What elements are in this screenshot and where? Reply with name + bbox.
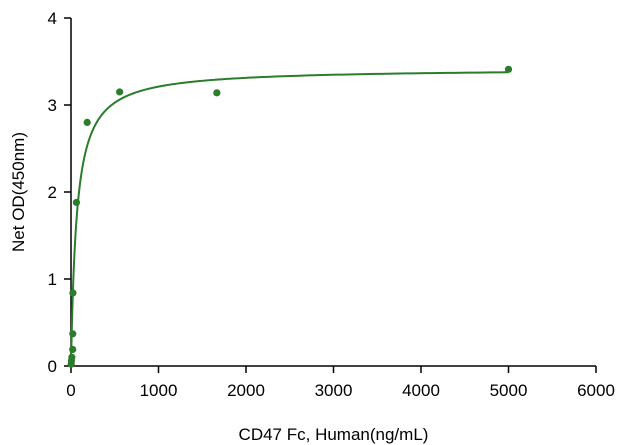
x-tick-label: 4000 — [402, 381, 440, 400]
data-points — [67, 65, 513, 368]
x-tick-label: 3000 — [315, 381, 353, 400]
data-point — [83, 118, 91, 126]
data-point — [68, 353, 76, 361]
data-point — [69, 345, 77, 354]
x-axis-title: CD47 Fc, Human(ng/mL) — [239, 425, 429, 444]
x-tick-label: 0 — [66, 381, 75, 400]
fit-curve — [70, 71, 509, 356]
data-point — [116, 88, 124, 96]
x-tick-label: 2000 — [227, 381, 265, 400]
x-tick-label: 6000 — [577, 381, 615, 400]
data-point — [504, 65, 513, 73]
data-point — [69, 330, 77, 338]
y-tick-label: 1 — [48, 270, 57, 289]
x-axis-ticks: 0 1000 2000 3000 4000 5000 6000 — [66, 366, 615, 400]
y-tick-label: 2 — [48, 183, 57, 202]
x-tick-label: 1000 — [140, 381, 178, 400]
x-tick-label: 5000 — [490, 381, 528, 400]
data-point — [69, 289, 77, 297]
y-axis-ticks: 0 1 2 3 4 — [48, 9, 71, 376]
axes — [70, 18, 596, 367]
y-tick-label: 4 — [48, 9, 57, 28]
data-point — [72, 198, 81, 207]
y-axis-title: Net OD(450nm) — [9, 132, 28, 252]
data-point — [213, 89, 221, 97]
y-tick-label: 3 — [48, 96, 57, 115]
y-tick-label: 0 — [48, 357, 57, 376]
